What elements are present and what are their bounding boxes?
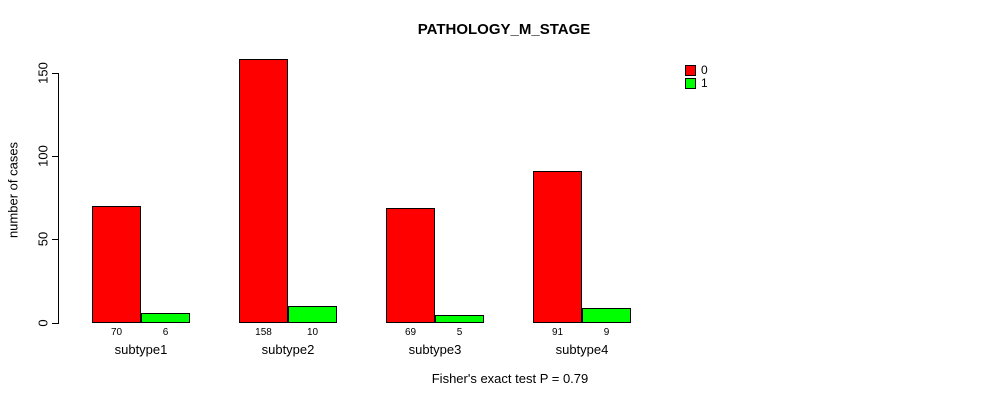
bar-value-label: 9 [603,327,610,338]
y-axis-tick-label: 150 [35,62,51,84]
chart-title: PATHOLOGY_M_STAGE [417,21,591,38]
bar-1-subtype2 [288,306,337,323]
y-axis-tick [52,156,59,157]
bar-value-label: 158 [255,327,272,338]
legend-swatch-green [685,78,696,89]
bar-0-subtype3 [386,208,435,323]
y-axis-tick [52,239,59,240]
bar-value-label: 91 [551,327,564,338]
legend-label: 0 [701,63,708,77]
x-axis-category-label: subtype4 [555,342,609,357]
y-axis-tick-label: 0 [35,319,51,327]
y-axis-line [58,73,59,323]
y-axis-tick-label: 100 [35,145,51,167]
footnote-text: Fisher's exact test P = 0.79 [431,371,589,386]
bar-1-subtype1 [141,313,190,323]
x-axis-category-label: subtype2 [261,342,315,357]
y-axis-tick [52,323,59,324]
legend-item-0: 0 [685,64,708,77]
legend-item-1: 1 [685,77,708,90]
bar-1-subtype4 [582,308,631,323]
bar-0-subtype1 [92,206,141,323]
bar-value-label: 6 [162,327,169,338]
bar-value-label: 5 [456,327,463,338]
x-axis-category-label: subtype3 [408,342,462,357]
bar-0-subtype4 [533,171,582,323]
y-axis-tick [52,73,59,74]
legend: 0 1 [685,64,708,90]
bar-0-subtype2 [239,59,288,323]
bar-1-subtype3 [435,315,484,323]
y-axis-tick-label: 50 [35,231,51,247]
legend-swatch-red [685,65,696,76]
bar-value-label: 70 [110,327,123,338]
bar-value-label: 69 [404,327,417,338]
legend-label: 1 [701,76,708,90]
y-axis-label: number of cases [5,141,21,239]
x-axis-category-label: subtype1 [114,342,168,357]
bar-value-label: 10 [306,327,319,338]
